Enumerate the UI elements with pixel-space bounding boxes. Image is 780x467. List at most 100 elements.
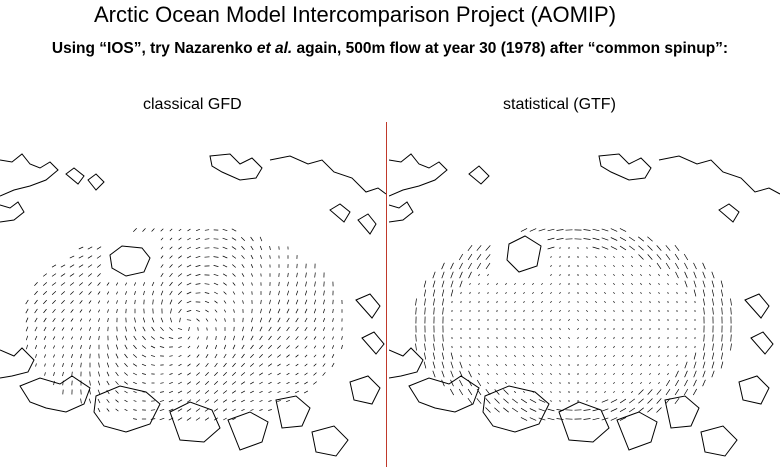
velocity-vector	[277, 363, 281, 367]
velocity-vector	[494, 389, 500, 395]
velocity-vector	[550, 346, 552, 348]
velocity-vector	[647, 389, 653, 395]
velocity-vector	[232, 264, 236, 268]
velocity-vector	[250, 236, 254, 242]
velocity-vector	[720, 280, 724, 288]
velocity-vector	[160, 281, 164, 287]
velocity-vector	[467, 397, 473, 405]
velocity-vector	[442, 307, 444, 315]
velocity-vector	[305, 272, 307, 278]
velocity-vector	[567, 310, 571, 312]
velocity-vector	[485, 407, 491, 413]
velocity-vector	[469, 282, 471, 286]
velocity-vector	[232, 417, 236, 421]
velocity-vector	[250, 399, 254, 403]
velocity-vector	[44, 372, 46, 376]
velocity-vector	[141, 354, 147, 358]
velocity-vector	[287, 281, 289, 287]
velocity-vector	[594, 391, 598, 393]
coastline-left	[0, 153, 386, 457]
velocity-vector	[186, 282, 192, 286]
velocity-vector	[133, 228, 137, 232]
velocity-vector	[232, 344, 236, 350]
velocity-vector	[177, 282, 183, 286]
velocity-vector	[423, 280, 427, 288]
velocity-vector	[51, 282, 57, 286]
velocity-vector	[115, 362, 119, 368]
velocity-vector	[675, 370, 679, 378]
velocity-vector	[640, 354, 642, 358]
velocity-vector	[711, 352, 715, 360]
velocity-vector	[142, 326, 146, 332]
velocity-vector	[223, 309, 227, 313]
velocity-vector	[538, 417, 546, 421]
velocity-vector	[106, 389, 110, 395]
velocity-vector	[529, 228, 537, 232]
velocity-vector	[168, 399, 174, 403]
velocity-vector	[649, 274, 651, 276]
velocity-vector	[450, 289, 454, 297]
velocity-vector	[42, 282, 48, 286]
velocity-vector	[612, 391, 616, 393]
velocity-vector	[215, 336, 217, 340]
velocity-vector	[558, 292, 562, 294]
velocity-vector	[441, 262, 445, 270]
velocity-vector	[106, 408, 110, 412]
velocity-vector	[250, 409, 254, 411]
velocity-vector	[277, 400, 281, 402]
velocity-vector	[523, 363, 525, 367]
velocity-vector	[585, 301, 589, 303]
velocity-vector	[25, 299, 29, 305]
velocity-vector	[720, 289, 724, 297]
velocity-vector	[124, 363, 128, 367]
velocity-vector	[169, 228, 173, 232]
velocity-vector	[79, 291, 83, 295]
velocity-vector	[34, 326, 38, 332]
velocity-vector	[331, 354, 335, 358]
velocity-vector	[496, 291, 498, 295]
velocity-vector	[278, 281, 280, 287]
velocity-vector	[250, 254, 254, 260]
velocity-vector	[260, 264, 262, 268]
velocity-vector	[693, 379, 697, 387]
velocity-vector	[125, 291, 127, 295]
velocity-vector	[601, 417, 609, 421]
velocity-vector	[594, 373, 598, 375]
velocity-vector	[592, 417, 600, 421]
velocity-vector	[79, 318, 83, 322]
velocity-vector	[233, 309, 235, 313]
velocity-vector	[586, 327, 588, 331]
velocity-vector	[513, 391, 517, 393]
velocity-vector	[134, 291, 136, 295]
velocity-vector	[204, 229, 210, 231]
velocity-vector	[222, 246, 228, 250]
velocity-vector	[269, 290, 271, 296]
velocity-vector	[115, 344, 119, 350]
velocity-vector	[107, 318, 109, 322]
velocity-vector	[204, 283, 210, 285]
velocity-vector	[622, 373, 624, 375]
velocity-vector	[304, 290, 308, 296]
velocity-vector	[494, 398, 500, 404]
velocity-vector	[487, 300, 489, 304]
velocity-vector	[640, 264, 642, 268]
velocity-vector	[487, 282, 489, 286]
velocity-vector	[619, 398, 627, 404]
velocity-vector	[532, 309, 534, 313]
velocity-vector	[133, 400, 137, 402]
velocity-vector	[594, 382, 598, 384]
velocity-vector	[592, 237, 600, 241]
velocity-vector	[702, 262, 706, 270]
velocity-vector	[692, 388, 698, 396]
velocity-vector	[286, 354, 290, 358]
velocity-vector	[511, 407, 519, 413]
velocity-vector	[331, 362, 335, 368]
velocity-vector	[267, 363, 273, 367]
velocity-vector	[341, 336, 343, 340]
velocity-vector	[187, 372, 191, 376]
velocity-vector	[88, 398, 92, 404]
velocity-vector	[115, 390, 119, 394]
velocity-vector	[177, 264, 183, 268]
velocity-vector	[53, 380, 55, 386]
velocity-vector	[169, 373, 173, 375]
